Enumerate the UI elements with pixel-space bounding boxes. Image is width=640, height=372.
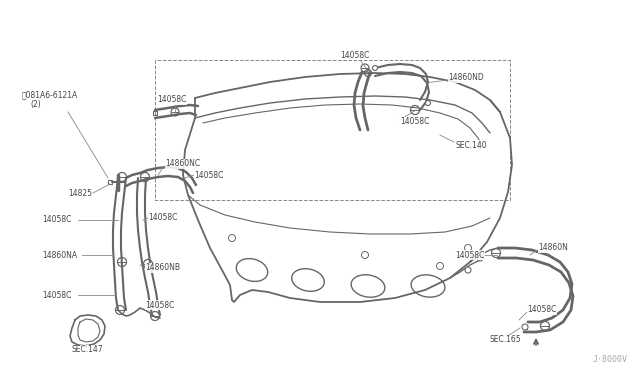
Text: 14058C: 14058C	[527, 305, 556, 314]
Text: SEC.147: SEC.147	[72, 346, 104, 355]
Circle shape	[477, 255, 483, 261]
Text: 14058C: 14058C	[145, 301, 174, 310]
Text: 14058C: 14058C	[42, 291, 72, 299]
Circle shape	[426, 100, 431, 106]
Text: 14058C: 14058C	[194, 170, 223, 180]
Text: 14860N: 14860N	[538, 244, 568, 253]
Text: 14058C: 14058C	[157, 96, 186, 105]
Text: 14860NA: 14860NA	[42, 250, 77, 260]
Text: ⒲081A6-6121A: ⒲081A6-6121A	[22, 90, 78, 99]
Text: 14058C: 14058C	[455, 250, 484, 260]
Text: 14860ND: 14860ND	[448, 74, 484, 83]
Text: 14860NB: 14860NB	[145, 263, 180, 273]
Circle shape	[372, 65, 378, 71]
Text: 14058C: 14058C	[340, 51, 369, 60]
Circle shape	[465, 267, 471, 273]
Text: 14058C: 14058C	[148, 214, 177, 222]
Text: (2): (2)	[30, 100, 41, 109]
Text: 14058C: 14058C	[400, 118, 429, 126]
Text: 14825: 14825	[68, 189, 92, 198]
Text: 14058C: 14058C	[42, 215, 72, 224]
Circle shape	[522, 324, 528, 330]
Bar	[152, 111, 157, 115]
Bar	[523, 325, 527, 329]
Text: J·8000V: J·8000V	[593, 355, 628, 364]
Text: SEC.165: SEC.165	[490, 336, 522, 344]
Bar	[108, 180, 113, 184]
Text: 14860NC: 14860NC	[165, 160, 200, 169]
Text: SEC.140: SEC.140	[455, 141, 486, 150]
